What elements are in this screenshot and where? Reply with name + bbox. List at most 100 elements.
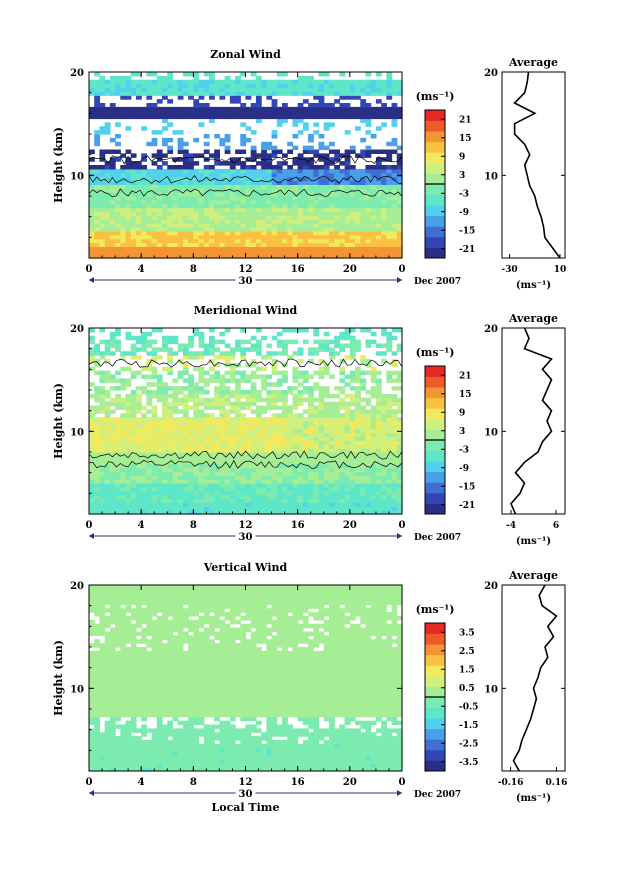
heatmap-cell: [318, 203, 325, 209]
heatmap-cell: [188, 79, 194, 85]
heatmap-cell: [381, 230, 387, 236]
heatmap-cell: [198, 374, 205, 379]
heatmap-cell: [219, 355, 226, 360]
heatmap-cell: [162, 479, 168, 484]
heatmap-cell: [104, 227, 111, 232]
heatmap-cell: [396, 230, 403, 236]
heatmap-cell: [156, 428, 163, 434]
heatmap-cell: [344, 168, 351, 174]
panel-title: Vertical Wind: [203, 561, 288, 574]
heatmap-cell: [130, 467, 137, 472]
heatmap-cell: [334, 475, 340, 480]
heatmap-cell: [302, 424, 309, 430]
heatmap-cell: [130, 203, 137, 209]
heatmap-cell: [318, 417, 325, 422]
heatmap-cell: [208, 335, 215, 341]
heatmap-cell: [146, 409, 153, 414]
heatmap-cell: [391, 362, 398, 368]
heatmap-cell: [115, 405, 121, 410]
heatmap-cell: [240, 428, 247, 434]
heatmap-cell: [334, 238, 340, 244]
heatmap-cell: [120, 184, 127, 189]
heatmap-cell: [203, 490, 210, 496]
heatmap-cell: [245, 502, 252, 507]
heatmap-cell: [214, 463, 221, 469]
heatmap-cell: [214, 486, 221, 492]
heatmap-cell: [94, 421, 101, 426]
heatmap-cell: [229, 180, 236, 185]
heatmap-cell: [240, 168, 247, 174]
heatmap-cell: [240, 199, 247, 205]
heatmap-cell: [141, 172, 147, 178]
heatmap-cell: [125, 440, 132, 445]
heatmap-cell: [125, 483, 132, 488]
heatmap-cell: [302, 490, 309, 496]
heatmap-cell: [94, 409, 101, 414]
heatmap-cell: [386, 467, 393, 472]
heatmap-cell: [162, 343, 168, 348]
heatmap-cell: [99, 355, 106, 360]
heatmap-cell: [287, 490, 294, 496]
heatmap-cell: [271, 440, 278, 445]
heatmap-cell: [302, 75, 309, 81]
heatmap-cell: [245, 215, 252, 220]
heatmap-cell: [167, 196, 174, 201]
heatmap-cell: [120, 250, 127, 255]
heatmap-cell: [141, 335, 147, 341]
x-tick-label: 8: [190, 520, 197, 531]
heatmap-cell: [313, 215, 320, 220]
heatmap-cell: [245, 428, 252, 434]
heatmap-cell: [381, 180, 387, 185]
heatmap-cell: [130, 211, 137, 216]
heatmap-cell: [203, 436, 210, 441]
heatmap-cell: [313, 409, 320, 414]
heatmap-cell: [386, 106, 393, 112]
heatmap-cell: [292, 421, 299, 426]
heatmap-cell: [94, 242, 101, 247]
heatmap-cell: [360, 463, 367, 469]
heatmap-cell: [297, 763, 304, 768]
heatmap-cell: [120, 455, 127, 461]
heatmap-cell: [355, 374, 361, 379]
heatmap-cell: [381, 168, 387, 174]
heatmap-cell: [240, 763, 247, 768]
heatmap-cell: [308, 215, 314, 220]
heatmap-cell: [94, 417, 101, 422]
heatmap-cell: [396, 432, 403, 438]
heatmap-cell: [188, 452, 194, 457]
heatmap-cell: [235, 393, 241, 399]
heatmap-cell: [355, 227, 361, 232]
heatmap-cell: [229, 110, 236, 116]
heatmap-cell: [297, 448, 304, 453]
heatmap-cell: [167, 114, 174, 120]
heatmap-cell: [276, 238, 283, 244]
heatmap-cell: [339, 199, 346, 205]
heatmap-cell: [349, 436, 356, 441]
heatmap-cell: [282, 405, 288, 410]
heatmap-cell: [156, 747, 163, 753]
heatmap-cell: [271, 467, 278, 472]
heatmap-cell: [109, 455, 116, 461]
heatmap-cell: [297, 188, 304, 193]
heatmap-cell: [308, 223, 314, 228]
heatmap-cell: [198, 498, 205, 503]
heatmap-cell: [146, 424, 153, 430]
heatmap-cell: [130, 417, 137, 422]
heatmap-cell: [151, 184, 158, 189]
heatmap-cell: [130, 428, 137, 434]
heatmap-cell: [182, 393, 189, 399]
heatmap-cell: [141, 203, 147, 209]
heatmap-cell: [282, 238, 288, 244]
heatmap-cell: [271, 110, 278, 116]
heatmap-cell: [156, 130, 163, 135]
heatmap-cell: [360, 413, 367, 418]
heatmap-cell: [219, 230, 226, 236]
heatmap-cell: [323, 362, 330, 368]
heatmap-cell: [224, 242, 231, 247]
heatmap-cell: [172, 486, 179, 492]
heatmap-cell: [193, 763, 200, 768]
heatmap-cell: [250, 409, 257, 414]
heatmap-cell: [94, 347, 101, 352]
heatmap-cell: [125, 219, 132, 224]
heatmap-cell: [104, 510, 111, 515]
